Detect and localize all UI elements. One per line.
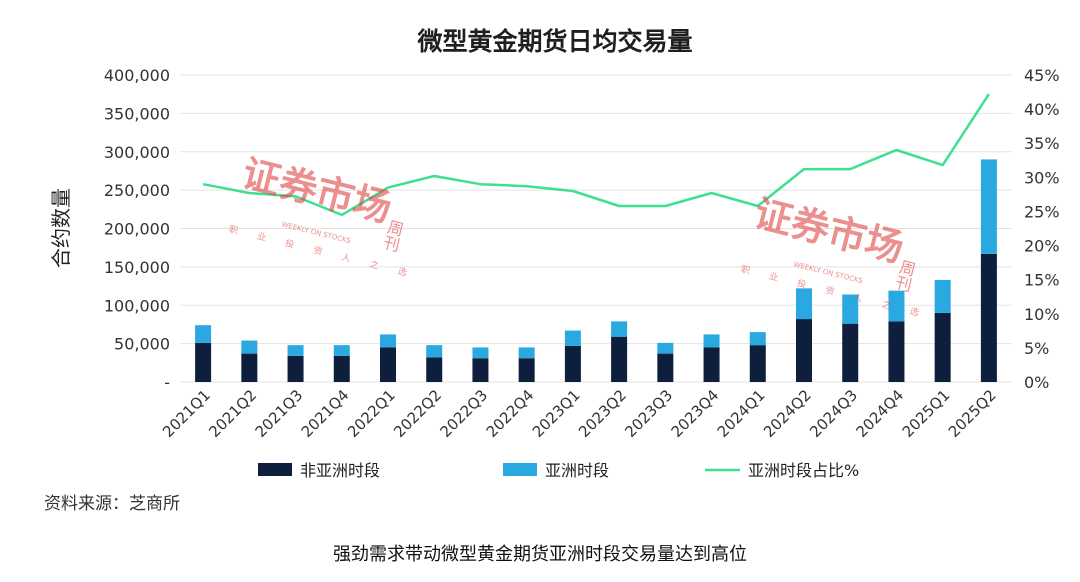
legend-label-non-asia: 非亚洲时段	[300, 461, 380, 480]
legend-swatch-non-asia	[258, 463, 292, 476]
source-note: 资料来源：芝商所	[44, 494, 180, 514]
bar-asia	[472, 347, 489, 359]
x-axis-labels: 2021Q12021Q22021Q32021Q42022Q12022Q22022…	[159, 386, 1000, 441]
x-tick-label: 2024Q2	[760, 386, 815, 441]
x-tick-label: 2023Q1	[529, 386, 584, 441]
right-tick-label: 45%	[1024, 66, 1060, 85]
bar-non-asia	[842, 323, 859, 382]
bar-asia	[796, 288, 812, 320]
bar-asia	[333, 345, 350, 356]
bar-non-asia	[888, 321, 905, 382]
right-tick-label: 30%	[1024, 168, 1060, 187]
bar-asia	[934, 279, 951, 313]
right-tick-label: 10%	[1024, 305, 1060, 324]
bar-asia	[426, 345, 443, 358]
x-tick-label: 2022Q1	[344, 386, 399, 441]
y-axis-label: 合约数量	[49, 188, 73, 268]
bar-asia	[611, 321, 628, 337]
bar-asia	[980, 159, 997, 254]
x-tick-label: 2024Q4	[852, 386, 907, 441]
left-tick-label: 350,000	[104, 104, 170, 123]
x-tick-label: 2022Q3	[436, 386, 491, 441]
x-tick-label: 2025Q2	[945, 386, 1000, 441]
bar-non-asia	[380, 347, 396, 382]
right-tick-label: 35%	[1024, 134, 1060, 153]
x-tick-label: 2023Q2	[575, 386, 630, 441]
left-tick-label: 300,000	[104, 143, 170, 162]
x-tick-label: 2024Q3	[806, 386, 861, 441]
legend-label-ratio: 亚洲时段占比%	[748, 461, 859, 480]
left-tick-label: 100,000	[104, 296, 170, 315]
x-tick-label: 2021Q3	[252, 386, 307, 441]
left-tick-label: 50,000	[114, 335, 170, 354]
bar-asia	[380, 334, 396, 348]
watermark-text: 证券市场	[750, 190, 908, 270]
right-tick-label: 15%	[1024, 271, 1060, 290]
left-tick-label: 150,000	[104, 258, 170, 277]
bar-asia	[703, 334, 720, 348]
left-axis-ticks: - 50,000 100,000 150,000 200,000 250,000 300,0…	[104, 66, 170, 392]
bar-non-asia	[426, 357, 443, 382]
bar-non-asia	[333, 355, 350, 382]
bar-non-asia	[472, 358, 489, 382]
bar-asia	[518, 347, 535, 359]
x-tick-label: 2021Q2	[205, 386, 260, 441]
x-tick-label: 2022Q4	[483, 386, 538, 441]
bar-asia	[241, 340, 258, 354]
bar-non-asia	[703, 347, 720, 382]
watermark: 证券市场 周刊 WEEKLY ON STOCKS 职业投资人之选	[228, 150, 428, 284]
x-tick-label: 2021Q1	[159, 386, 214, 441]
bar-asia	[287, 345, 304, 356]
x-tick-label: 2024Q1	[714, 386, 769, 441]
right-tick-label: 20%	[1024, 237, 1060, 256]
bar-asia	[657, 342, 674, 354]
x-tick-label: 2023Q3	[621, 386, 676, 441]
bar-asia	[749, 332, 766, 346]
bar-series	[195, 159, 997, 382]
chart-title: 微型黄金期货日均交易量	[416, 27, 692, 56]
ratio-line	[202, 93, 990, 217]
x-tick-label: 2022Q2	[390, 386, 445, 441]
x-tick-label: 2025Q1	[899, 386, 954, 441]
bar-asia	[842, 294, 859, 324]
left-tick-label: 250,000	[104, 181, 170, 200]
legend-label-asia: 亚洲时段	[545, 461, 609, 480]
bar-non-asia	[518, 358, 535, 382]
legend: 非亚洲时段 亚洲时段 亚洲时段占比%	[258, 461, 859, 480]
bar-non-asia	[241, 353, 258, 382]
right-axis-ticks: 0% 5% 10% 15% 20% 25% 30% 35% 40% 45%	[1024, 66, 1060, 392]
x-tick-label: 2023Q4	[668, 386, 723, 441]
bar-non-asia	[564, 345, 581, 382]
legend-swatch-asia	[503, 463, 537, 476]
bar-asia	[564, 330, 581, 346]
bar-non-asia	[287, 355, 304, 382]
left-tick-label: -	[164, 373, 170, 392]
bar-non-asia	[611, 336, 628, 382]
left-tick-label: 400,000	[104, 66, 170, 85]
left-tick-label: 200,000	[104, 220, 170, 239]
right-tick-label: 5%	[1024, 339, 1049, 358]
bar-non-asia	[980, 253, 997, 382]
bar-non-asia	[195, 342, 212, 382]
bar-non-asia	[657, 353, 674, 382]
right-tick-label: 40%	[1024, 100, 1060, 119]
bar-non-asia	[749, 345, 766, 382]
gridlines	[180, 74, 1012, 383]
right-tick-label: 25%	[1024, 202, 1060, 221]
bar-asia	[195, 325, 212, 343]
watermark-text: 证券市场	[238, 150, 396, 230]
x-tick-label: 2021Q4	[298, 386, 353, 441]
bar-non-asia	[796, 319, 812, 382]
right-tick-label: 0%	[1024, 373, 1049, 392]
bar-non-asia	[934, 312, 951, 382]
caption: 强劲需求带动微型黄金期货亚洲时段交易量达到高位	[333, 544, 747, 565]
bar-asia	[888, 290, 905, 322]
